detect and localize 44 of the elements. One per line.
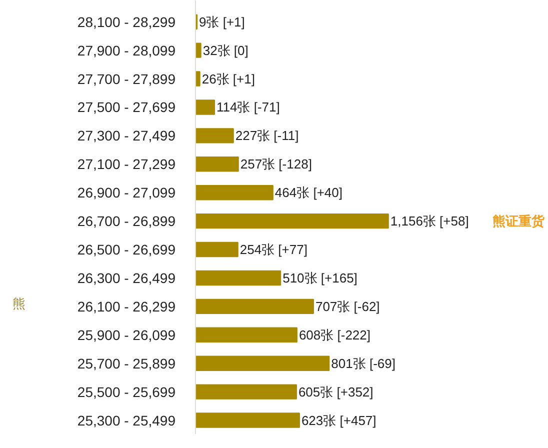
bar bbox=[195, 412, 300, 428]
data-label: 114张 [-71] bbox=[216, 100, 280, 115]
data-label: 707张 [-62] bbox=[315, 298, 380, 314]
y-tick-label: 26,300 - 26,499 bbox=[77, 270, 176, 286]
bar bbox=[195, 184, 274, 200]
bar bbox=[195, 128, 234, 144]
y-tick-label: 26,700 - 26,899 bbox=[77, 213, 176, 230]
y-tick-label: 27,500 - 27,699 bbox=[77, 99, 176, 116]
bar bbox=[195, 327, 298, 343]
data-label: 9张 [+1] bbox=[199, 14, 245, 30]
y-tick-label: 27,300 - 27,499 bbox=[77, 128, 176, 144]
y-tick-label: 25,500 - 25,699 bbox=[77, 384, 176, 400]
bar bbox=[195, 270, 282, 286]
y-tick-label: 27,100 - 27,299 bbox=[77, 156, 176, 172]
data-label: 801张 [-69] bbox=[331, 356, 396, 371]
data-label: 227张 [-11] bbox=[235, 128, 299, 144]
y-tick-label: 26,100 - 26,299 bbox=[77, 298, 176, 314]
bar bbox=[195, 356, 330, 371]
bar bbox=[195, 242, 238, 258]
y-tick-label: 27,900 - 28,099 bbox=[77, 42, 176, 58]
data-label: 623张 [+457] bbox=[301, 412, 376, 428]
y-tick-label: 27,700 - 27,899 bbox=[77, 70, 176, 87]
text: 熊 bbox=[12, 296, 26, 312]
y-tick-label: 26,900 - 27,099 bbox=[77, 184, 176, 201]
bar bbox=[195, 384, 297, 400]
text: 熊证重货 bbox=[492, 214, 546, 229]
data-label: 464张 [+40] bbox=[274, 185, 343, 200]
y-tick-label: 26,500 - 26,699 bbox=[77, 242, 176, 258]
bar bbox=[195, 156, 239, 172]
data-label: 257张 [-128] bbox=[240, 156, 312, 172]
data-label: 1,156张 [+58] bbox=[390, 214, 469, 229]
y-tick-label: 25,300 - 25,499 bbox=[77, 412, 176, 428]
data-label: 254张 [+77] bbox=[240, 242, 308, 258]
y-tick-label: 28,100 - 28,299 bbox=[77, 14, 176, 30]
data-label: 26张 [+1] bbox=[202, 71, 255, 86]
bar bbox=[195, 298, 314, 314]
data-label: 605张 [+352] bbox=[298, 384, 374, 400]
bar bbox=[195, 100, 216, 115]
y-tick-label: 25,900 - 26,099 bbox=[77, 326, 176, 343]
data-label: 510张 [+165] bbox=[282, 270, 358, 286]
y-tick-label: 25,700 - 25,899 bbox=[77, 355, 176, 372]
bar bbox=[195, 213, 389, 229]
data-label: 608张 [-222] bbox=[298, 327, 370, 342]
data-label: 32张 [0] bbox=[202, 42, 248, 58]
